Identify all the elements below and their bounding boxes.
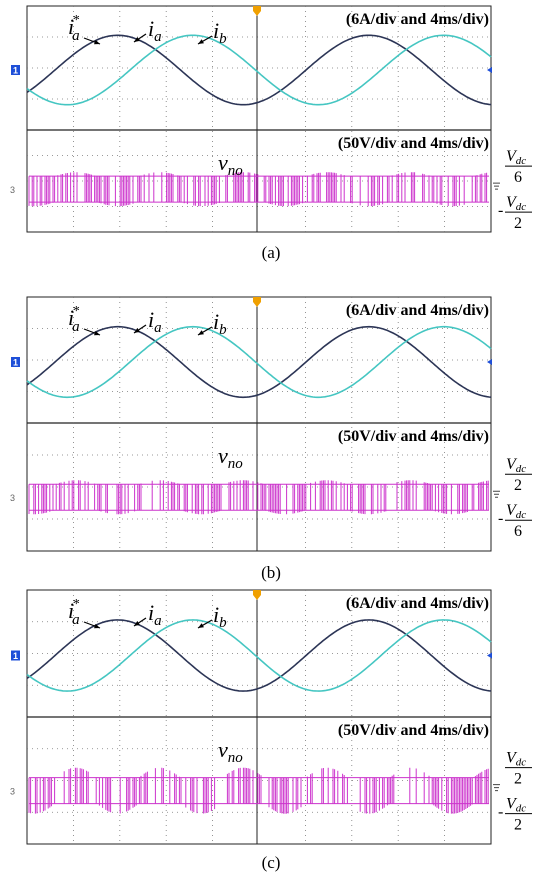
fraction-denominator: 2 bbox=[514, 817, 522, 834]
label-ib: ib bbox=[213, 18, 227, 47]
fraction-denominator: 6 bbox=[514, 169, 522, 186]
scope-panel-a: 1 3 (6A/div and 4ms/div) (50V/div and 4ms/d… bbox=[10, 5, 532, 262]
side-label-upper: Vdc 2 bbox=[505, 750, 532, 788]
current-ia-trace bbox=[26, 34, 492, 106]
channel1-right-marker bbox=[487, 359, 492, 365]
channel1-marker-label: 1 bbox=[13, 66, 18, 76]
label-vno: vno bbox=[218, 737, 243, 766]
voltage-vno-trace bbox=[28, 767, 489, 814]
fraction-numerator: Vdc bbox=[506, 750, 526, 769]
trigger-cursor-marker bbox=[253, 6, 261, 16]
current-scale-label: (6A/div and 4ms/div) bbox=[346, 11, 489, 28]
fraction-sign: - bbox=[498, 202, 503, 219]
channel1-right-marker bbox=[487, 67, 492, 73]
trigger-cursor-marker bbox=[253, 297, 261, 307]
fraction-denominator: 2 bbox=[514, 215, 522, 232]
panel-caption: (c) bbox=[262, 853, 281, 872]
voltage-scale-label: (50V/div and 4ms/div) bbox=[338, 135, 489, 152]
current-scale-label: (6A/div and 4ms/div) bbox=[346, 595, 489, 612]
label-ib: ib bbox=[213, 309, 227, 338]
channel1-right-marker bbox=[487, 652, 492, 659]
fraction-numerator: Vdc bbox=[506, 194, 526, 213]
current-ib-trace bbox=[26, 325, 492, 399]
fraction-numerator: Vdc bbox=[506, 796, 526, 815]
voltage-pwm-pulses bbox=[28, 480, 489, 515]
channel1-marker bbox=[11, 650, 20, 661]
channel1-marker bbox=[11, 357, 20, 367]
scope-frame bbox=[26, 296, 492, 552]
channel3-marker-label: 3 bbox=[10, 787, 15, 797]
label-ia-reference: i* a bbox=[68, 597, 80, 628]
current-ib-trace bbox=[26, 619, 492, 692]
panel-caption: (b) bbox=[261, 563, 281, 582]
channel3-marker-label: 3 bbox=[10, 493, 15, 503]
voltage-pwm-pulses bbox=[28, 767, 489, 814]
label-ia-reference: i* a bbox=[68, 304, 80, 335]
scope-panel-b: 1 3 (6A/div and 4ms/div) (50V/div and 4ms/d… bbox=[10, 296, 532, 582]
label-vno: vno bbox=[218, 150, 243, 179]
side-label-upper: Vdc 2 bbox=[505, 456, 532, 494]
current-ia-trace bbox=[26, 619, 492, 692]
channel3-marker-label: 3 bbox=[10, 185, 15, 195]
scope-panel-c: 1 3 (6A/div and 4ms/div) (50V/div and 4ms/d… bbox=[10, 589, 532, 872]
arrowhead bbox=[94, 39, 100, 45]
fraction-denominator: 6 bbox=[514, 523, 522, 540]
label-ia-reference: i* a bbox=[68, 13, 80, 44]
fraction-denominator: 2 bbox=[514, 477, 522, 494]
arrowhead bbox=[134, 327, 140, 333]
ground-icon bbox=[493, 182, 500, 190]
label-ia: ia bbox=[148, 16, 162, 45]
side-label-lower: - Vdc 6 bbox=[498, 502, 532, 540]
label-ia: ia bbox=[148, 307, 162, 336]
voltage-pwm-pulses bbox=[28, 172, 488, 207]
arrowhead bbox=[134, 620, 140, 626]
fraction-numerator: Vdc bbox=[506, 456, 526, 475]
channel1-marker-label: 1 bbox=[13, 651, 18, 661]
current-ib-trace bbox=[26, 34, 492, 106]
side-label-upper: Vdc 6 bbox=[505, 148, 532, 186]
arrowhead bbox=[134, 36, 140, 42]
arrowhead bbox=[198, 39, 204, 44]
label-ib: ib bbox=[213, 602, 227, 631]
voltage-scale-label: (50V/div and 4ms/div) bbox=[338, 428, 489, 445]
side-label-lower: - Vdc 2 bbox=[498, 194, 532, 232]
voltage-vno-trace bbox=[28, 172, 488, 207]
voltage-vno-trace bbox=[28, 480, 489, 515]
fraction-sign: - bbox=[498, 804, 503, 821]
ground-icon bbox=[493, 784, 500, 792]
current-ia-trace bbox=[26, 325, 492, 399]
label-ia: ia bbox=[148, 600, 162, 629]
arrowhead bbox=[198, 623, 204, 628]
fraction-numerator: Vdc bbox=[506, 502, 526, 521]
voltage-scale-label: (50V/div and 4ms/div) bbox=[338, 722, 489, 739]
arrowhead bbox=[94, 623, 100, 629]
ground-icon bbox=[493, 490, 500, 498]
fraction-denominator: 2 bbox=[514, 771, 522, 788]
label-vno: vno bbox=[218, 443, 243, 472]
channel1-marker bbox=[11, 65, 20, 75]
side-label-lower: - Vdc 2 bbox=[498, 796, 532, 834]
channel1-marker-label: 1 bbox=[13, 358, 18, 368]
fraction-numerator: Vdc bbox=[506, 148, 526, 167]
trigger-cursor-marker bbox=[253, 590, 261, 600]
arrowhead bbox=[198, 330, 204, 335]
panel-caption: (a) bbox=[262, 243, 281, 262]
arrowhead bbox=[94, 330, 100, 336]
fraction-sign: - bbox=[498, 510, 503, 527]
current-scale-label: (6A/div and 4ms/div) bbox=[346, 302, 489, 319]
